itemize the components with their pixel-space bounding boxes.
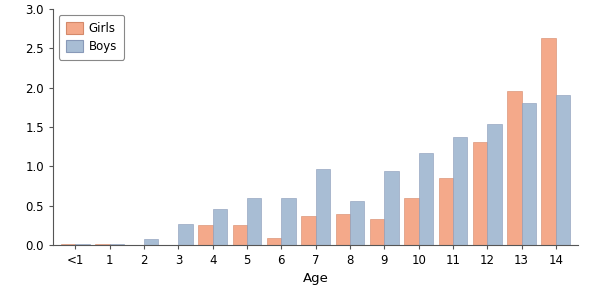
Bar: [419, 153, 433, 245]
Bar: [110, 244, 124, 245]
Bar: [370, 219, 384, 245]
Bar: [267, 238, 281, 245]
Bar: [316, 168, 330, 245]
Bar: [438, 178, 453, 245]
Bar: [178, 224, 193, 245]
Bar: [301, 216, 316, 245]
Bar: [144, 239, 159, 245]
Bar: [212, 209, 227, 245]
Bar: [247, 199, 261, 245]
Bar: [232, 225, 247, 245]
Bar: [487, 124, 502, 245]
Bar: [336, 214, 350, 245]
Bar: [96, 244, 110, 245]
Bar: [350, 201, 365, 245]
Legend: Girls, Boys: Girls, Boys: [59, 15, 124, 60]
Bar: [198, 225, 212, 245]
Bar: [542, 38, 556, 245]
Bar: [384, 171, 399, 245]
X-axis label: Age: Age: [303, 273, 329, 286]
Bar: [556, 95, 571, 245]
Bar: [76, 244, 90, 245]
Bar: [61, 244, 76, 245]
Bar: [404, 199, 419, 245]
Bar: [453, 137, 467, 245]
Bar: [507, 91, 522, 245]
Bar: [522, 103, 536, 245]
Bar: [281, 199, 296, 245]
Bar: [473, 142, 487, 245]
